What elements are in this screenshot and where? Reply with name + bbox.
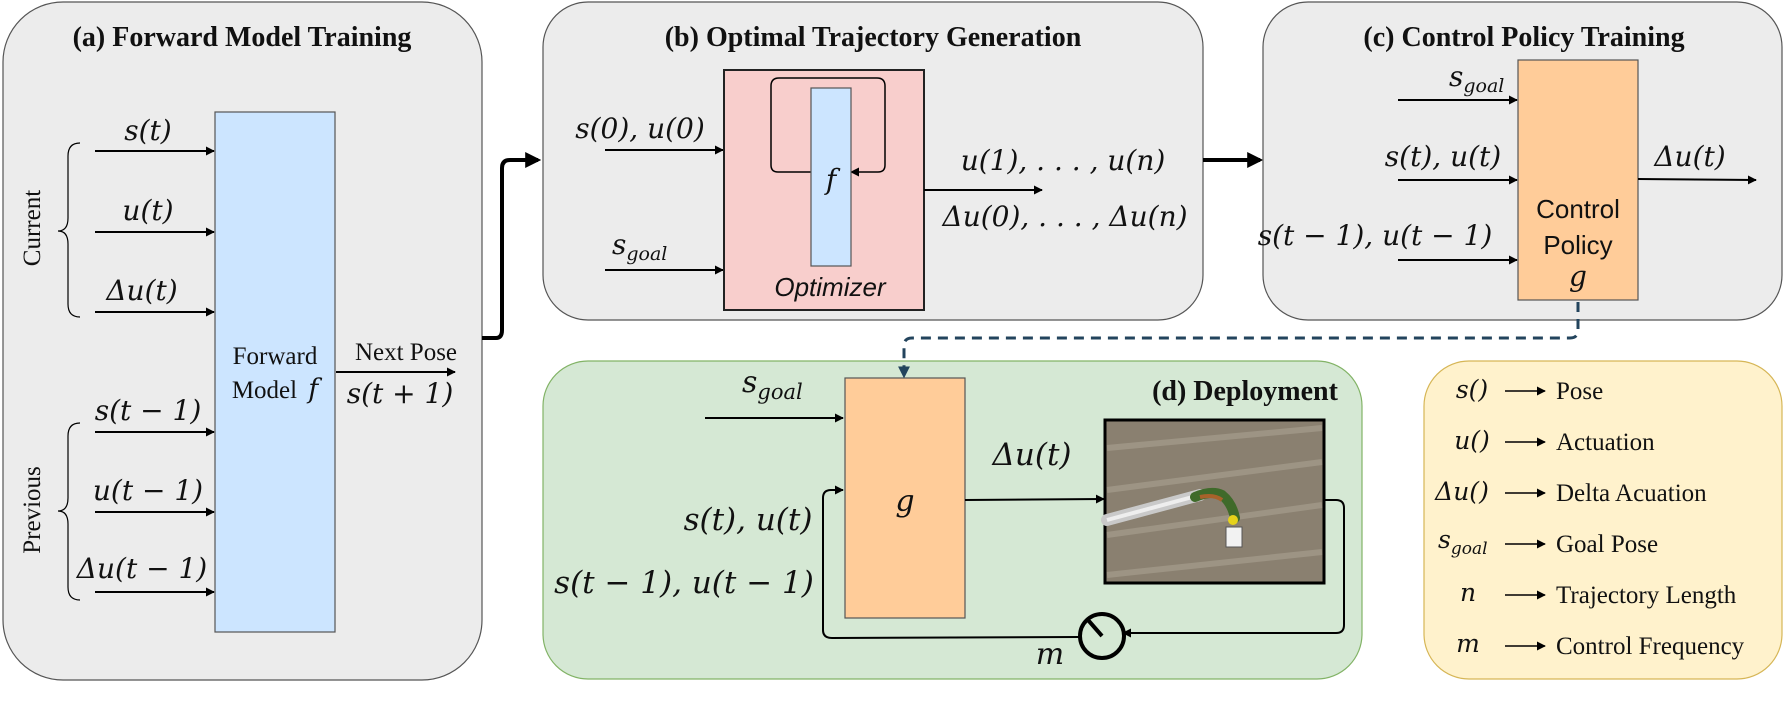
cp-output-arrow <box>1637 175 1757 185</box>
legend-symbol-actuation: u() <box>1454 426 1490 455</box>
panel-control-policy-title: (c) Control Policy Training <box>1363 22 1684 53</box>
feedback-return <box>822 485 1081 640</box>
panel-deployment-title: (d) Deployment <box>1152 376 1339 407</box>
cp-output: Δu(t) <box>1653 140 1725 173</box>
deploy-output-arrow <box>964 494 1105 504</box>
legend-label-goal: Goal Pose <box>1556 531 1658 558</box>
brace-current <box>57 142 81 318</box>
legend-symbol-goal: sgoal <box>1438 525 1488 559</box>
panel-forward-model-title: (a) Forward Model Training <box>73 22 412 53</box>
deploy-policy-block <box>844 377 966 619</box>
cp-input-goal: sgoal <box>1449 60 1504 97</box>
panel-deployment: (d) Deployment sgoal g Δu(t) m s(t), <box>542 360 1363 680</box>
legend: s() Pose u() Actuation Δu() Delta Acuati… <box>1423 360 1783 680</box>
optimizer-label: Optimizer <box>774 272 887 302</box>
legend-symbol-delta: Δu() <box>1434 477 1489 506</box>
fm-input-du-t: Δu(t) <box>105 274 177 307</box>
legend-symbol-length: n <box>1460 578 1476 607</box>
control-policy-label-line1: Control <box>1536 194 1620 224</box>
sampling-clock <box>1078 612 1126 660</box>
fm-input-u-t1: u(t − 1) <box>93 474 203 507</box>
cp-input-previous: s(t − 1), u(t − 1) <box>1258 219 1493 252</box>
deploy-feedback-previous: s(t − 1), u(t − 1) <box>554 565 814 601</box>
legend-symbol-pose: s() <box>1456 375 1488 404</box>
deploy-feedback-current: s(t), u(t) <box>684 502 813 538</box>
traj-input-initial-state: s(0), u(0) <box>575 112 705 145</box>
traj-output-delta: Δu(0), . . . , Δu(n) <box>941 200 1187 233</box>
control-policy-label-line2: Policy <box>1543 230 1612 260</box>
legend-bg <box>1423 360 1783 680</box>
group-current-label: Current <box>19 190 46 266</box>
forward-model-label-line1: Forward <box>233 343 318 370</box>
deploy-output: Δu(t) <box>992 437 1072 473</box>
optimizer-loop <box>770 77 886 177</box>
traj-output-actuation: u(1), . . . , u(n) <box>961 144 1166 177</box>
panel-control-policy: (c) Control Policy Training sgoal s(t), … <box>1258 1 1783 321</box>
fm-output-label: Next Pose <box>355 339 457 366</box>
forward-model-label-line2: Model f <box>232 374 322 405</box>
fm-input-s-t: s(t) <box>124 114 171 147</box>
panel-forward-model: (a) Forward Model Training Current Previ… <box>2 1 483 681</box>
legend-label-actuation: Actuation <box>1556 429 1655 456</box>
fm-output-value: s(t + 1) <box>347 377 454 410</box>
robot-photo <box>1101 418 1326 585</box>
forward-model-block <box>214 111 336 633</box>
deploy-goal: sgoal <box>742 365 803 404</box>
cp-input-current: s(t), u(t) <box>1385 140 1501 173</box>
fm-input-du-t1: Δu(t − 1) <box>76 552 207 585</box>
panel-trajectory: (b) Optimal Trajectory Generation s(0), … <box>542 1 1204 321</box>
fm-input-s-t1: s(t − 1) <box>95 394 202 427</box>
brace-previous <box>57 422 81 601</box>
fm-input-u-t: u(t) <box>122 194 173 227</box>
legend-label-pose: Pose <box>1556 378 1603 405</box>
group-previous-label: Previous <box>19 466 46 554</box>
legend-label-frequency: Control Frequency <box>1556 633 1745 660</box>
connector-a-to-b <box>482 152 542 340</box>
inner-forward-model <box>810 87 852 267</box>
control-policy-block <box>1517 59 1639 301</box>
control-policy-symbol: g <box>1569 260 1587 293</box>
panel-trajectory-title: (b) Optimal Trajectory Generation <box>665 22 1082 53</box>
legend-label-length: Trajectory Length <box>1556 582 1737 609</box>
legend-symbol-frequency: m <box>1456 629 1480 658</box>
deploy-rate-symbol: m <box>1036 637 1064 672</box>
legend-label-delta: Delta Acuation <box>1556 480 1707 507</box>
deploy-policy-symbol: g <box>895 484 914 519</box>
feedback-loop <box>1122 499 1345 638</box>
traj-input-goal: sgoal <box>612 228 667 265</box>
